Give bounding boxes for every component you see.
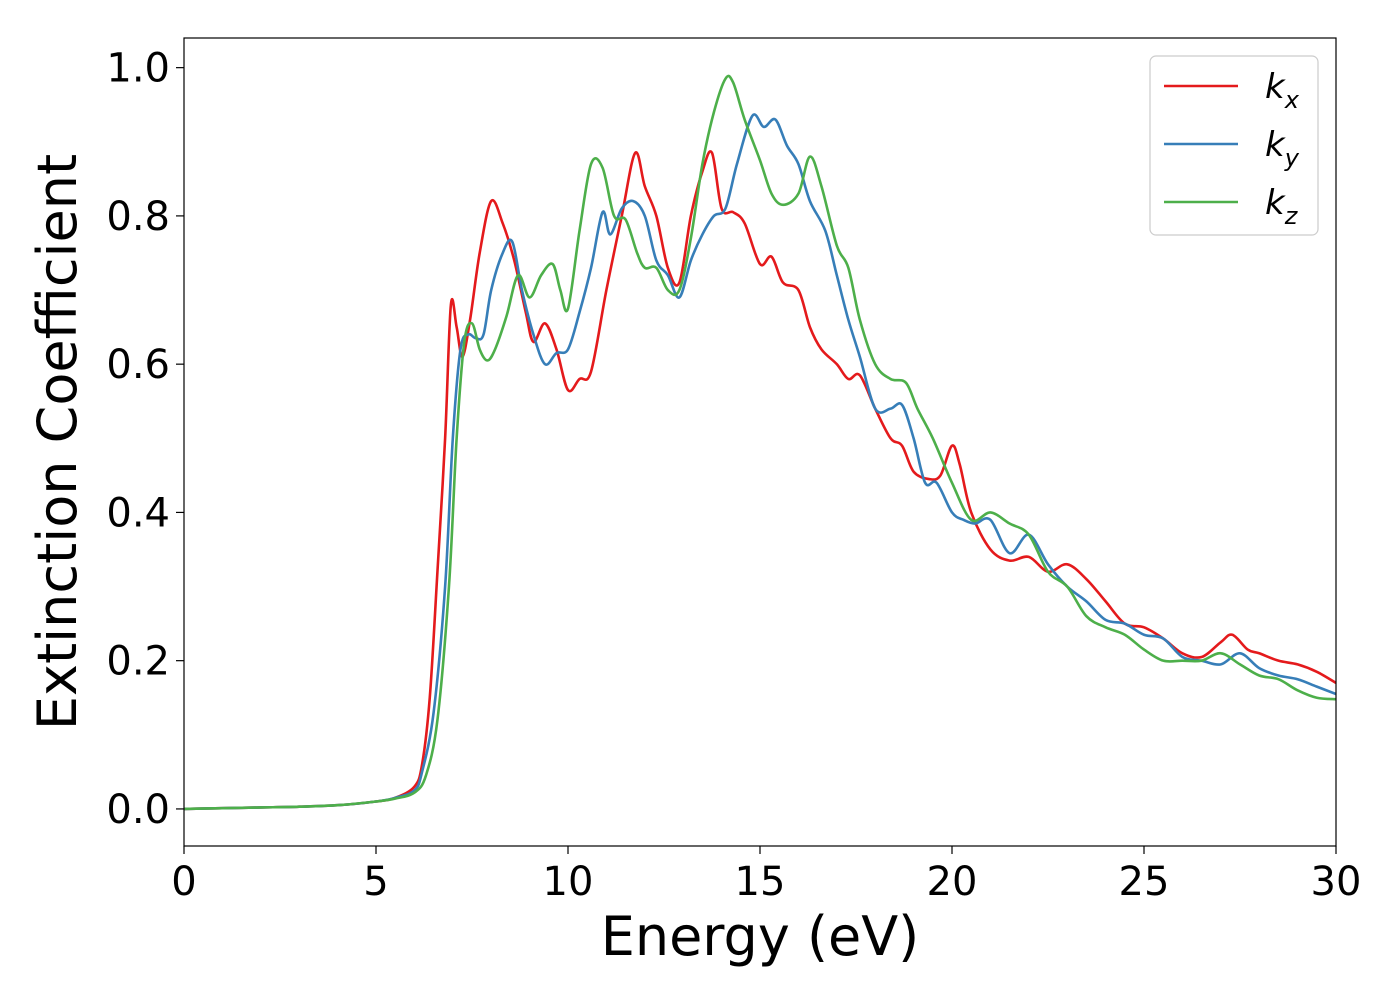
- x-tick-label: 5: [363, 859, 388, 905]
- legend-label-subscript: z: [1284, 202, 1299, 230]
- legend-label-kz: kz: [1265, 183, 1299, 230]
- series-lines: [184, 74, 1336, 811]
- legend-label-subscript: x: [1284, 86, 1300, 114]
- x-tick-label: 0: [171, 859, 196, 905]
- y-tick-label: 0.2: [106, 639, 170, 685]
- y-tick-label: 0.8: [106, 194, 170, 240]
- legend-label-base: k: [1265, 125, 1286, 165]
- y-tick-label: 0.6: [106, 342, 170, 388]
- series-line-kx: [184, 150, 1336, 811]
- legend-label-subscript: y: [1284, 144, 1300, 172]
- legend-label-kx: kx: [1265, 67, 1300, 114]
- x-tick-label: 30: [1311, 859, 1362, 905]
- legend-label-base: k: [1265, 67, 1286, 107]
- x-tick-label: 20: [927, 859, 978, 905]
- y-tick-label: 0.0: [106, 787, 170, 833]
- series-line-ky: [184, 113, 1336, 811]
- x-axis-title: Energy (eV): [601, 905, 920, 968]
- y-tick-label: 1.0: [106, 46, 170, 92]
- x-tick-label: 15: [735, 859, 786, 905]
- legend-label-base: k: [1265, 183, 1286, 223]
- x-tick-label: 10: [543, 859, 594, 905]
- legend-box: [1149, 55, 1319, 236]
- series-line-kz: [184, 74, 1336, 811]
- legend-label-ky: ky: [1265, 125, 1300, 172]
- axis-ticks: 0 5 10 15 20 25 30 0.0 0.2 0.4 0.6 0.8 1.0: [106, 46, 1361, 905]
- y-axis-title: Extinction Coefficient: [26, 154, 89, 730]
- y-tick-label: 0.4: [106, 490, 170, 536]
- x-tick-label: 25: [1119, 859, 1170, 905]
